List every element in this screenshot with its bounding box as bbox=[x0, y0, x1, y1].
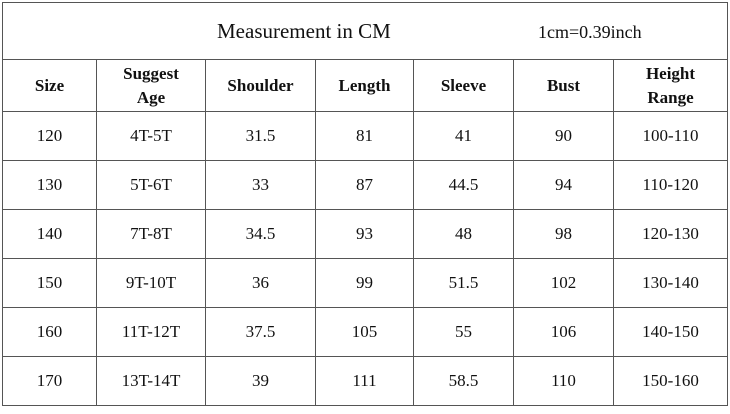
table-cell: 48 bbox=[413, 209, 514, 259]
table-cell: 11T-12T bbox=[96, 307, 206, 357]
table-row: 120 4T-5T 31.5 81 41 90 100-110 bbox=[2, 111, 729, 161]
header-row: Size Suggest Age Shoulder Length Sleeve Bust H… bbox=[2, 59, 729, 112]
table-cell: 55 bbox=[413, 307, 514, 357]
table-cell: 110-120 bbox=[612, 160, 729, 210]
table-cell: 105 bbox=[315, 307, 414, 357]
table-cell: 33 bbox=[205, 160, 316, 210]
table-cell: 37.5 bbox=[205, 307, 316, 357]
table-cell: 94 bbox=[513, 160, 614, 210]
column-header-text: Shoulder bbox=[227, 75, 294, 95]
table-cell: 111 bbox=[315, 356, 414, 406]
table-cell: 34.5 bbox=[205, 209, 316, 259]
table-cell: 110 bbox=[513, 356, 614, 406]
table-cell: 7T-8T bbox=[96, 209, 206, 259]
table-cell: 130 bbox=[2, 160, 97, 210]
table-body: 120 4T-5T 31.5 81 41 90 100-110 130 5T-6T 33 87 44.… bbox=[2, 111, 729, 406]
table-row: 160 11T-12T 37.5 105 55 106 140-150 bbox=[2, 307, 729, 357]
table-cell: 99 bbox=[315, 258, 414, 308]
title-row: Measurement in CM 1cm=0.39inch bbox=[1, 2, 729, 60]
table-cell: 39 bbox=[205, 356, 316, 406]
column-header: Bust bbox=[513, 59, 614, 112]
table-row: 150 9T-10T 36 99 51.5 102 130-140 bbox=[2, 258, 729, 308]
table-cell: 150-160 bbox=[612, 356, 729, 406]
column-header-text: Size bbox=[34, 75, 65, 95]
table-cell: 106 bbox=[513, 307, 614, 357]
title-cell: Measurement in CM 1cm=0.39inch bbox=[1, 2, 729, 60]
table-cell: 9T-10T bbox=[96, 258, 206, 308]
unit-note: 1cm=0.39inch bbox=[538, 22, 642, 42]
table-cell: 87 bbox=[315, 160, 414, 210]
table-cell: 5T-6T bbox=[96, 160, 206, 210]
column-header: Length bbox=[315, 59, 414, 112]
table-cell: 44.5 bbox=[413, 160, 514, 210]
table-cell: 130-140 bbox=[612, 258, 729, 308]
table-cell: 41 bbox=[413, 111, 514, 161]
table-row: 170 13T-14T 39 111 58.5 110 150-160 bbox=[2, 356, 729, 406]
table-row: 130 5T-6T 33 87 44.5 94 110-120 bbox=[2, 160, 729, 210]
column-header: Size bbox=[2, 59, 97, 112]
table-cell: 58.5 bbox=[413, 356, 514, 406]
column-header: Height Range bbox=[612, 59, 729, 112]
column-header: Sleeve bbox=[413, 59, 514, 112]
column-header-text: Length bbox=[338, 75, 391, 95]
column-header-text: Bust bbox=[546, 75, 581, 95]
table-cell: 98 bbox=[513, 209, 614, 259]
table-cell: 51.5 bbox=[413, 258, 514, 308]
table-cell: 102 bbox=[513, 258, 614, 308]
table-cell: 93 bbox=[315, 209, 414, 259]
table-cell: 90 bbox=[513, 111, 614, 161]
table-cell: 170 bbox=[2, 356, 97, 406]
table-cell: 150 bbox=[2, 258, 97, 308]
size-table: Measurement in CM 1cm=0.39inch Size Sugge… bbox=[1, 2, 729, 406]
table-cell: 120 bbox=[2, 111, 97, 161]
table-cell: 140 bbox=[2, 209, 97, 259]
column-header: Shoulder bbox=[205, 59, 316, 112]
table-cell: 160 bbox=[2, 307, 97, 357]
column-header-text: Suggest Age bbox=[123, 63, 179, 107]
table-cell: 100-110 bbox=[612, 111, 729, 161]
column-header-text: Sleeve bbox=[440, 75, 487, 95]
table-cell: 140-150 bbox=[612, 307, 729, 357]
table-cell: 81 bbox=[315, 111, 414, 161]
table-title: Measurement in CM bbox=[217, 19, 391, 43]
column-header: Suggest Age bbox=[96, 59, 206, 112]
table-cell: 13T-14T bbox=[96, 356, 206, 406]
table-row: 140 7T-8T 34.5 93 48 98 120-130 bbox=[2, 209, 729, 259]
table-cell: 4T-5T bbox=[96, 111, 206, 161]
table-cell: 120-130 bbox=[612, 209, 729, 259]
table-cell: 36 bbox=[205, 258, 316, 308]
column-header-text: Height Range bbox=[645, 63, 696, 107]
table-cell: 31.5 bbox=[205, 111, 316, 161]
